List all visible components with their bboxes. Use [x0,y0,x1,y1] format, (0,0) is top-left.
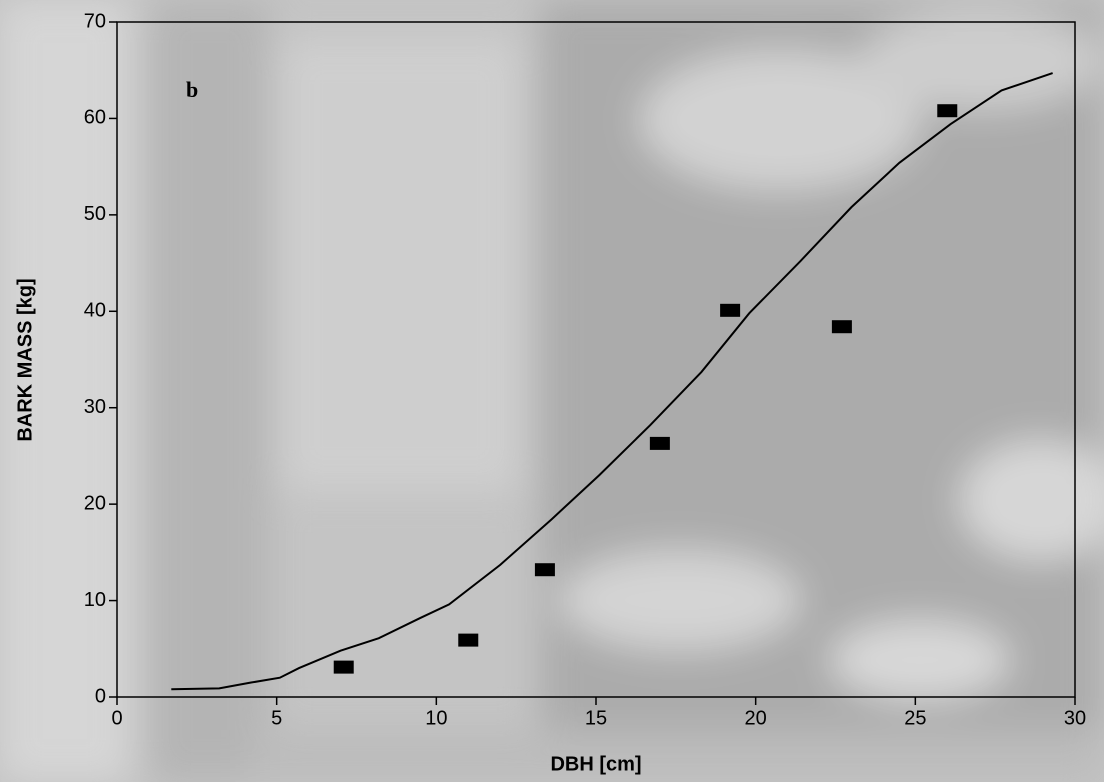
y-tick-label: 10 [84,589,106,611]
x-tick-label: 5 [271,707,282,729]
x-tick-label: 25 [904,707,926,729]
data-point [937,104,958,118]
data-point [458,633,479,647]
y-tick-label: 60 [84,107,106,129]
data-point [831,320,852,334]
y-tick-label: 20 [84,492,106,514]
x-tick-label: 30 [1064,707,1086,729]
plot-area: 0 5 10 15 20 25 30 0 10 20 30 40 50 60 70 [84,10,1086,729]
y-axis-title: BARK MASS [kg] [14,278,36,441]
y-tick-label: 30 [84,396,106,418]
y-tick-label: 50 [84,203,106,225]
y-tick-label: 0 [95,685,106,707]
data-point [333,660,354,674]
panel-label: b [186,77,198,102]
y-tick-label: 40 [84,300,106,322]
x-tick-label: 0 [111,707,122,729]
data-point [720,303,741,317]
x-axis-title: DBH [cm] [550,753,641,775]
y-tick-label: 70 [84,10,106,32]
x-tick-label: 10 [425,707,447,729]
data-point [534,563,555,577]
data-point [649,436,670,450]
x-tick-label: 20 [745,707,767,729]
fit-curve [171,72,1053,691]
x-tick-label: 15 [585,707,607,729]
